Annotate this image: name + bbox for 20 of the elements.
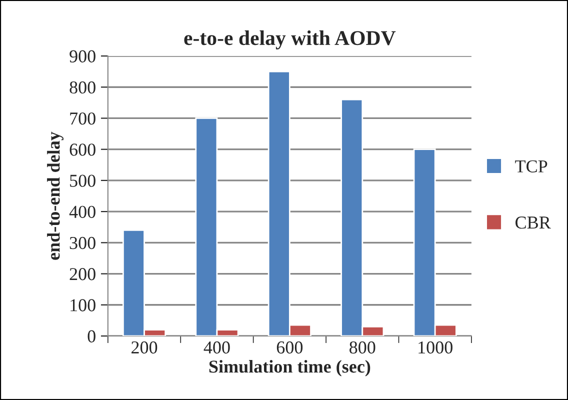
chart-title: e-to-e delay with AODV <box>184 30 396 50</box>
x-tick-label: 600 <box>276 341 303 354</box>
y-tick-label: 800 <box>70 81 96 94</box>
x-axis-title: Simulation time (sec) <box>209 360 370 376</box>
legend-label: CBR <box>516 216 551 229</box>
x-tick-label: 800 <box>350 341 376 354</box>
y-tick-label: 300 <box>70 236 96 250</box>
x-tick-label: 1000 <box>418 341 452 354</box>
y-tick-label: 400 <box>69 206 96 218</box>
legend-label: TCP <box>515 160 548 172</box>
y-tick-label: 200 <box>70 268 96 280</box>
y-tick-label: 0 <box>88 330 96 342</box>
y-tick-label: 500 <box>70 174 96 187</box>
x-tick-label: 400 <box>204 341 230 354</box>
y-tick-label: 700 <box>70 112 96 125</box>
y-tick-label: 600 <box>70 144 96 156</box>
x-tick-label: 200 <box>132 341 158 354</box>
y-tick-label: 900 <box>70 50 96 62</box>
y-tick-label: 100 <box>70 299 96 312</box>
y-axis-title: end-to-end delay <box>47 132 64 260</box>
